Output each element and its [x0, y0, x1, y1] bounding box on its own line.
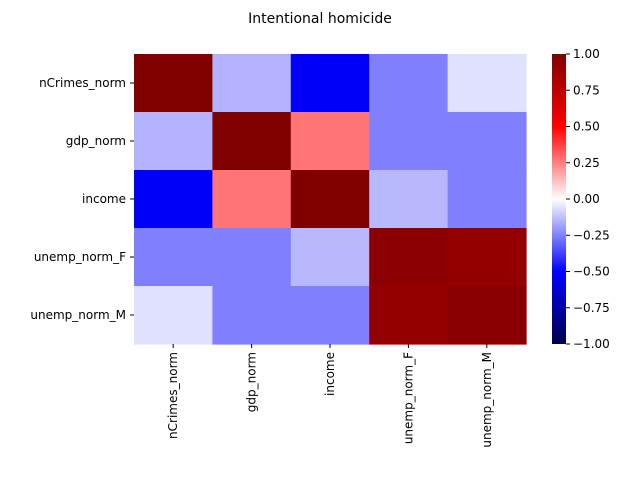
- colorbar-tick-label: −0.25: [573, 228, 610, 242]
- heatmap-cell: [369, 228, 449, 287]
- chart-title: Intentional homicide: [248, 11, 392, 27]
- y-tick-label: income: [82, 192, 126, 206]
- colorbar-tick-label: −0.50: [573, 265, 610, 279]
- colorbar-tick-label: 0.75: [573, 83, 600, 97]
- y-tick-label: unemp_norm_F: [34, 250, 126, 264]
- colorbar-tick-label: −0.75: [573, 301, 610, 315]
- heatmap-cell: [369, 170, 449, 229]
- heatmap-cell: [290, 228, 370, 287]
- heatmap-cell: [212, 112, 292, 171]
- heatmap-cell: [369, 54, 449, 113]
- heatmap-cell: [134, 170, 213, 229]
- x-tick-label: income: [323, 352, 337, 396]
- y-tick-label: gdp_norm: [66, 134, 126, 148]
- x-tick-label: gdp_norm: [245, 352, 259, 412]
- heatmap-cell: [290, 112, 370, 171]
- heatmap-cell: [134, 228, 213, 287]
- y-tick-label: unemp_norm_M: [30, 308, 126, 322]
- heatmap-cell: [290, 286, 370, 345]
- heatmap-cell: [447, 286, 527, 345]
- heatmap-cell: [447, 54, 527, 113]
- x-tick-label: nCrimes_norm: [166, 352, 180, 439]
- colorbar-tick-label: 1.00: [573, 47, 600, 61]
- x-tick-label: unemp_norm_F: [401, 352, 415, 444]
- heatmap-cell: [290, 54, 370, 113]
- colorbar-tick-label: 0.00: [573, 192, 600, 206]
- heatmap-cell: [212, 286, 292, 345]
- heatmap-cell: [447, 112, 527, 171]
- colorbar-tick-label: −1.00: [573, 337, 610, 351]
- colorbar-tick-label: 0.50: [573, 120, 600, 134]
- x-axis-ticks: nCrimes_norm gdp_norm income unemp_norm_F un…: [166, 344, 494, 448]
- heatmap-cell: [134, 112, 213, 171]
- colorbar-tick-label: 0.25: [573, 156, 600, 170]
- heatmap-cell: [290, 170, 370, 229]
- x-tick-label: unemp_norm_M: [480, 352, 494, 448]
- heatmap-cell: [447, 228, 527, 287]
- heatmap-cell: [212, 54, 292, 113]
- heatmap-cells: [134, 54, 527, 345]
- heatmap-cell: [369, 112, 449, 171]
- y-tick-label: nCrimes_norm: [39, 76, 126, 90]
- heatmap-cell: [212, 228, 292, 287]
- heatmap-cell: [447, 170, 527, 229]
- colorbar-gradient: [552, 54, 566, 344]
- heatmap-cell: [212, 170, 292, 229]
- heatmap-cell: [134, 54, 213, 113]
- colorbar: 1.00 0.75 0.50 0.25 0.00 −0.25 −0.50 −0.75 −1.00: [552, 47, 610, 351]
- heatmap-cell: [134, 286, 213, 345]
- heatmap-cell: [369, 286, 449, 345]
